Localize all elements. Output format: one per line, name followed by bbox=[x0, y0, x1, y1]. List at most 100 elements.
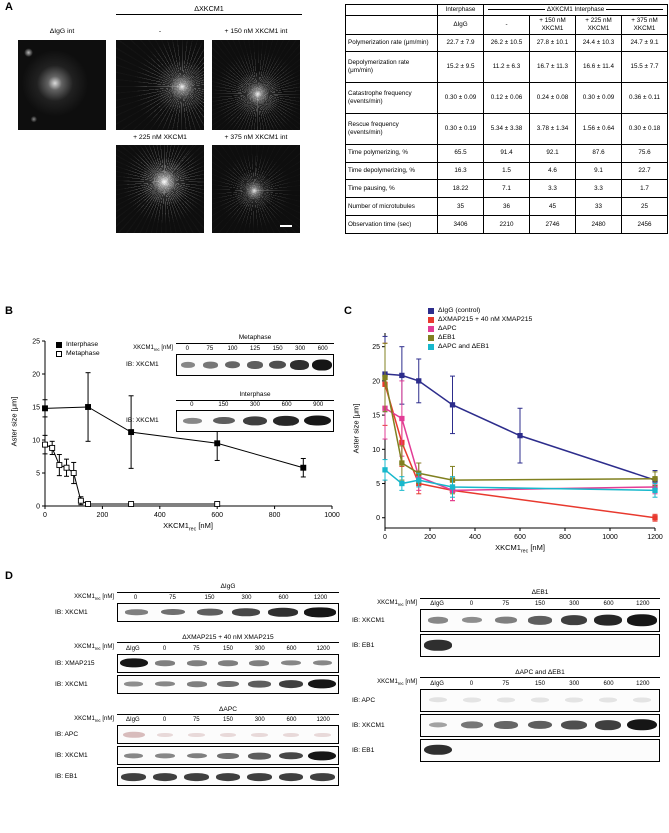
panel-a-label: A bbox=[5, 1, 13, 13]
blot-band bbox=[217, 680, 239, 688]
legend-label: ΔXMAP215 + 40 nM XMAP215 bbox=[438, 316, 533, 323]
blot-band bbox=[186, 681, 207, 687]
blot-band bbox=[155, 660, 176, 666]
x-tick-label: 400 bbox=[154, 512, 166, 519]
micrograph-150-label: + 150 nM XKCM1 int bbox=[224, 28, 288, 35]
blot-band bbox=[247, 772, 272, 781]
blot-band bbox=[593, 614, 623, 626]
blot-row: IB: XKCM1 bbox=[55, 674, 339, 694]
lane-label: 1200 bbox=[636, 600, 650, 607]
lane-label: ΔIgG bbox=[430, 680, 444, 687]
lane-unit-label: rec bbox=[397, 681, 404, 687]
blot-band bbox=[121, 772, 147, 781]
lane-label: 0 bbox=[162, 645, 167, 652]
lane-unit-label: [nM] bbox=[159, 344, 173, 351]
y-tick-label: 5 bbox=[376, 481, 380, 488]
table-cell: 16.6 ± 11.4 bbox=[575, 51, 622, 84]
lane-label: 0 bbox=[185, 345, 189, 352]
x-label-sub: rec bbox=[520, 548, 529, 555]
blot-row: IB: XKCM1 bbox=[55, 746, 339, 766]
header-rule-right bbox=[606, 9, 664, 11]
blot-lane-row-label: XKCM1rec [nM] bbox=[352, 679, 420, 686]
blot-row: IB: XKCM1 bbox=[126, 409, 334, 432]
blot-lanes: 0 75 100 125 150 300 600 bbox=[176, 346, 334, 352]
blot-group-title: ΔAPC bbox=[117, 706, 339, 716]
col-group-xkcm1-interphase: ΔXKCM1 Interphase bbox=[482, 4, 669, 16]
lane-label: 300 bbox=[254, 717, 265, 724]
table-cell: 2480 bbox=[575, 215, 622, 234]
blot-band bbox=[251, 732, 268, 737]
lane-unit-label: [nM] bbox=[403, 679, 417, 686]
col-group-xkcm1-label: ΔXKCM1 Interphase bbox=[546, 6, 605, 13]
lane-label: 150 bbox=[534, 680, 545, 687]
blot-band bbox=[313, 732, 331, 737]
blot-group-title: ΔEB1 bbox=[420, 589, 660, 599]
micrograph-225-label: + 225 nM XKCM1 bbox=[133, 134, 187, 141]
blot-group: ΔIgG XKCM1rec [nM] 0 75 150 300 600 1200 IB: XKC… bbox=[55, 583, 339, 622]
blot-row: IB: EB1 bbox=[55, 767, 339, 787]
blot-band bbox=[282, 732, 300, 737]
blot-band bbox=[217, 752, 239, 759]
series-marker bbox=[652, 476, 658, 482]
blot-lane-row: XKCM1rec [nM] 0 75 100 125 150 300 600 bbox=[126, 345, 334, 352]
blot-band bbox=[181, 361, 195, 368]
table-cell: 91.4 bbox=[483, 143, 530, 163]
table-cell: 0.12 ± 0.06 bbox=[483, 82, 530, 114]
legend-marker-icon bbox=[428, 307, 434, 314]
table-cell: 2746 bbox=[529, 215, 576, 234]
lane-unit-label: rec bbox=[94, 646, 101, 652]
xkcm1-group-label: ΔXKCM1 bbox=[194, 4, 224, 13]
table-cell: 0.24 ± 0.08 bbox=[529, 82, 576, 114]
table-cell: 87.6 bbox=[575, 143, 622, 163]
x-tick-label: 800 bbox=[269, 512, 281, 519]
blot-lanes: ΔIgG 0 75 150 300 600 1200 bbox=[117, 717, 339, 723]
blot-band bbox=[124, 609, 148, 616]
lane-label: 600 bbox=[278, 594, 289, 601]
ib-label: IB: XKCM1 bbox=[55, 608, 88, 616]
micrograph-150-image bbox=[212, 40, 300, 130]
blot-group: Metaphase XKCM1rec [nM] 0 75 100 125 150 300 600… bbox=[126, 334, 334, 376]
blot-lane-row: 0 150 300 600 900 bbox=[126, 402, 334, 408]
blot-band bbox=[312, 660, 332, 666]
blot-lane-row: XKCM1rec [nM] 0 75 150 300 600 1200 bbox=[55, 594, 339, 601]
blot-group: ΔXMAP215 + 40 nM XMAP215 XKCM1rec [nM] ΔIg… bbox=[55, 634, 339, 694]
table-column-header: + 375 nM XKCM1 bbox=[620, 14, 669, 35]
blot-box bbox=[420, 738, 660, 762]
ib-label: IB: XKCM1 bbox=[55, 752, 88, 760]
blot-band bbox=[564, 697, 584, 703]
series-marker bbox=[399, 460, 405, 466]
col-group-interphase: Interphase bbox=[437, 4, 484, 16]
lane-label: 600 bbox=[281, 401, 292, 408]
series-marker bbox=[382, 467, 388, 473]
blot-band bbox=[119, 658, 148, 668]
table-cell: 3406 bbox=[437, 215, 484, 234]
chartB-legend: Interphase Metaphase bbox=[56, 341, 100, 359]
blot-band bbox=[267, 608, 299, 617]
table-group-header-row: Interphase ΔXKCM1 Interphase bbox=[345, 4, 669, 16]
series-marker bbox=[214, 440, 221, 447]
lane-label: 300 bbox=[295, 345, 306, 352]
series-marker bbox=[517, 432, 523, 439]
ib-label: IB: APC bbox=[352, 696, 376, 704]
blot-box bbox=[117, 746, 339, 766]
blot-band bbox=[424, 640, 452, 651]
lane-unit-label: [nM] bbox=[100, 593, 114, 600]
blot-box bbox=[117, 767, 339, 787]
blot-band bbox=[530, 697, 550, 703]
x-tick-label: 1000 bbox=[324, 512, 340, 519]
blot-band bbox=[248, 680, 271, 688]
table-row: Number of microtubules 35 36 45 33 25 bbox=[345, 197, 669, 217]
micrograph-igg-label: ΔIgG int bbox=[49, 28, 75, 35]
blot-band bbox=[496, 697, 516, 703]
lane-label: 75 bbox=[192, 645, 200, 652]
blot-band bbox=[225, 360, 241, 369]
x-label-unit: [nM] bbox=[196, 521, 213, 530]
lane-label: 75 bbox=[192, 717, 200, 724]
lane-unit-label: XKCM1 bbox=[377, 679, 398, 686]
table-row: Depolymerization rate (μm/min) 15.2 ± 9.5… bbox=[345, 51, 669, 84]
blot-row: IB: XKCM1 bbox=[352, 713, 660, 737]
x-tick-label: 600 bbox=[211, 512, 223, 519]
panel-d-left-column: ΔIgG XKCM1rec [nM] 0 75 150 300 600 1200 IB: XKC… bbox=[55, 583, 339, 798]
table-row: Time polymerizing, % 65.5 91.4 92.1 87.6 75.6 bbox=[345, 143, 669, 163]
